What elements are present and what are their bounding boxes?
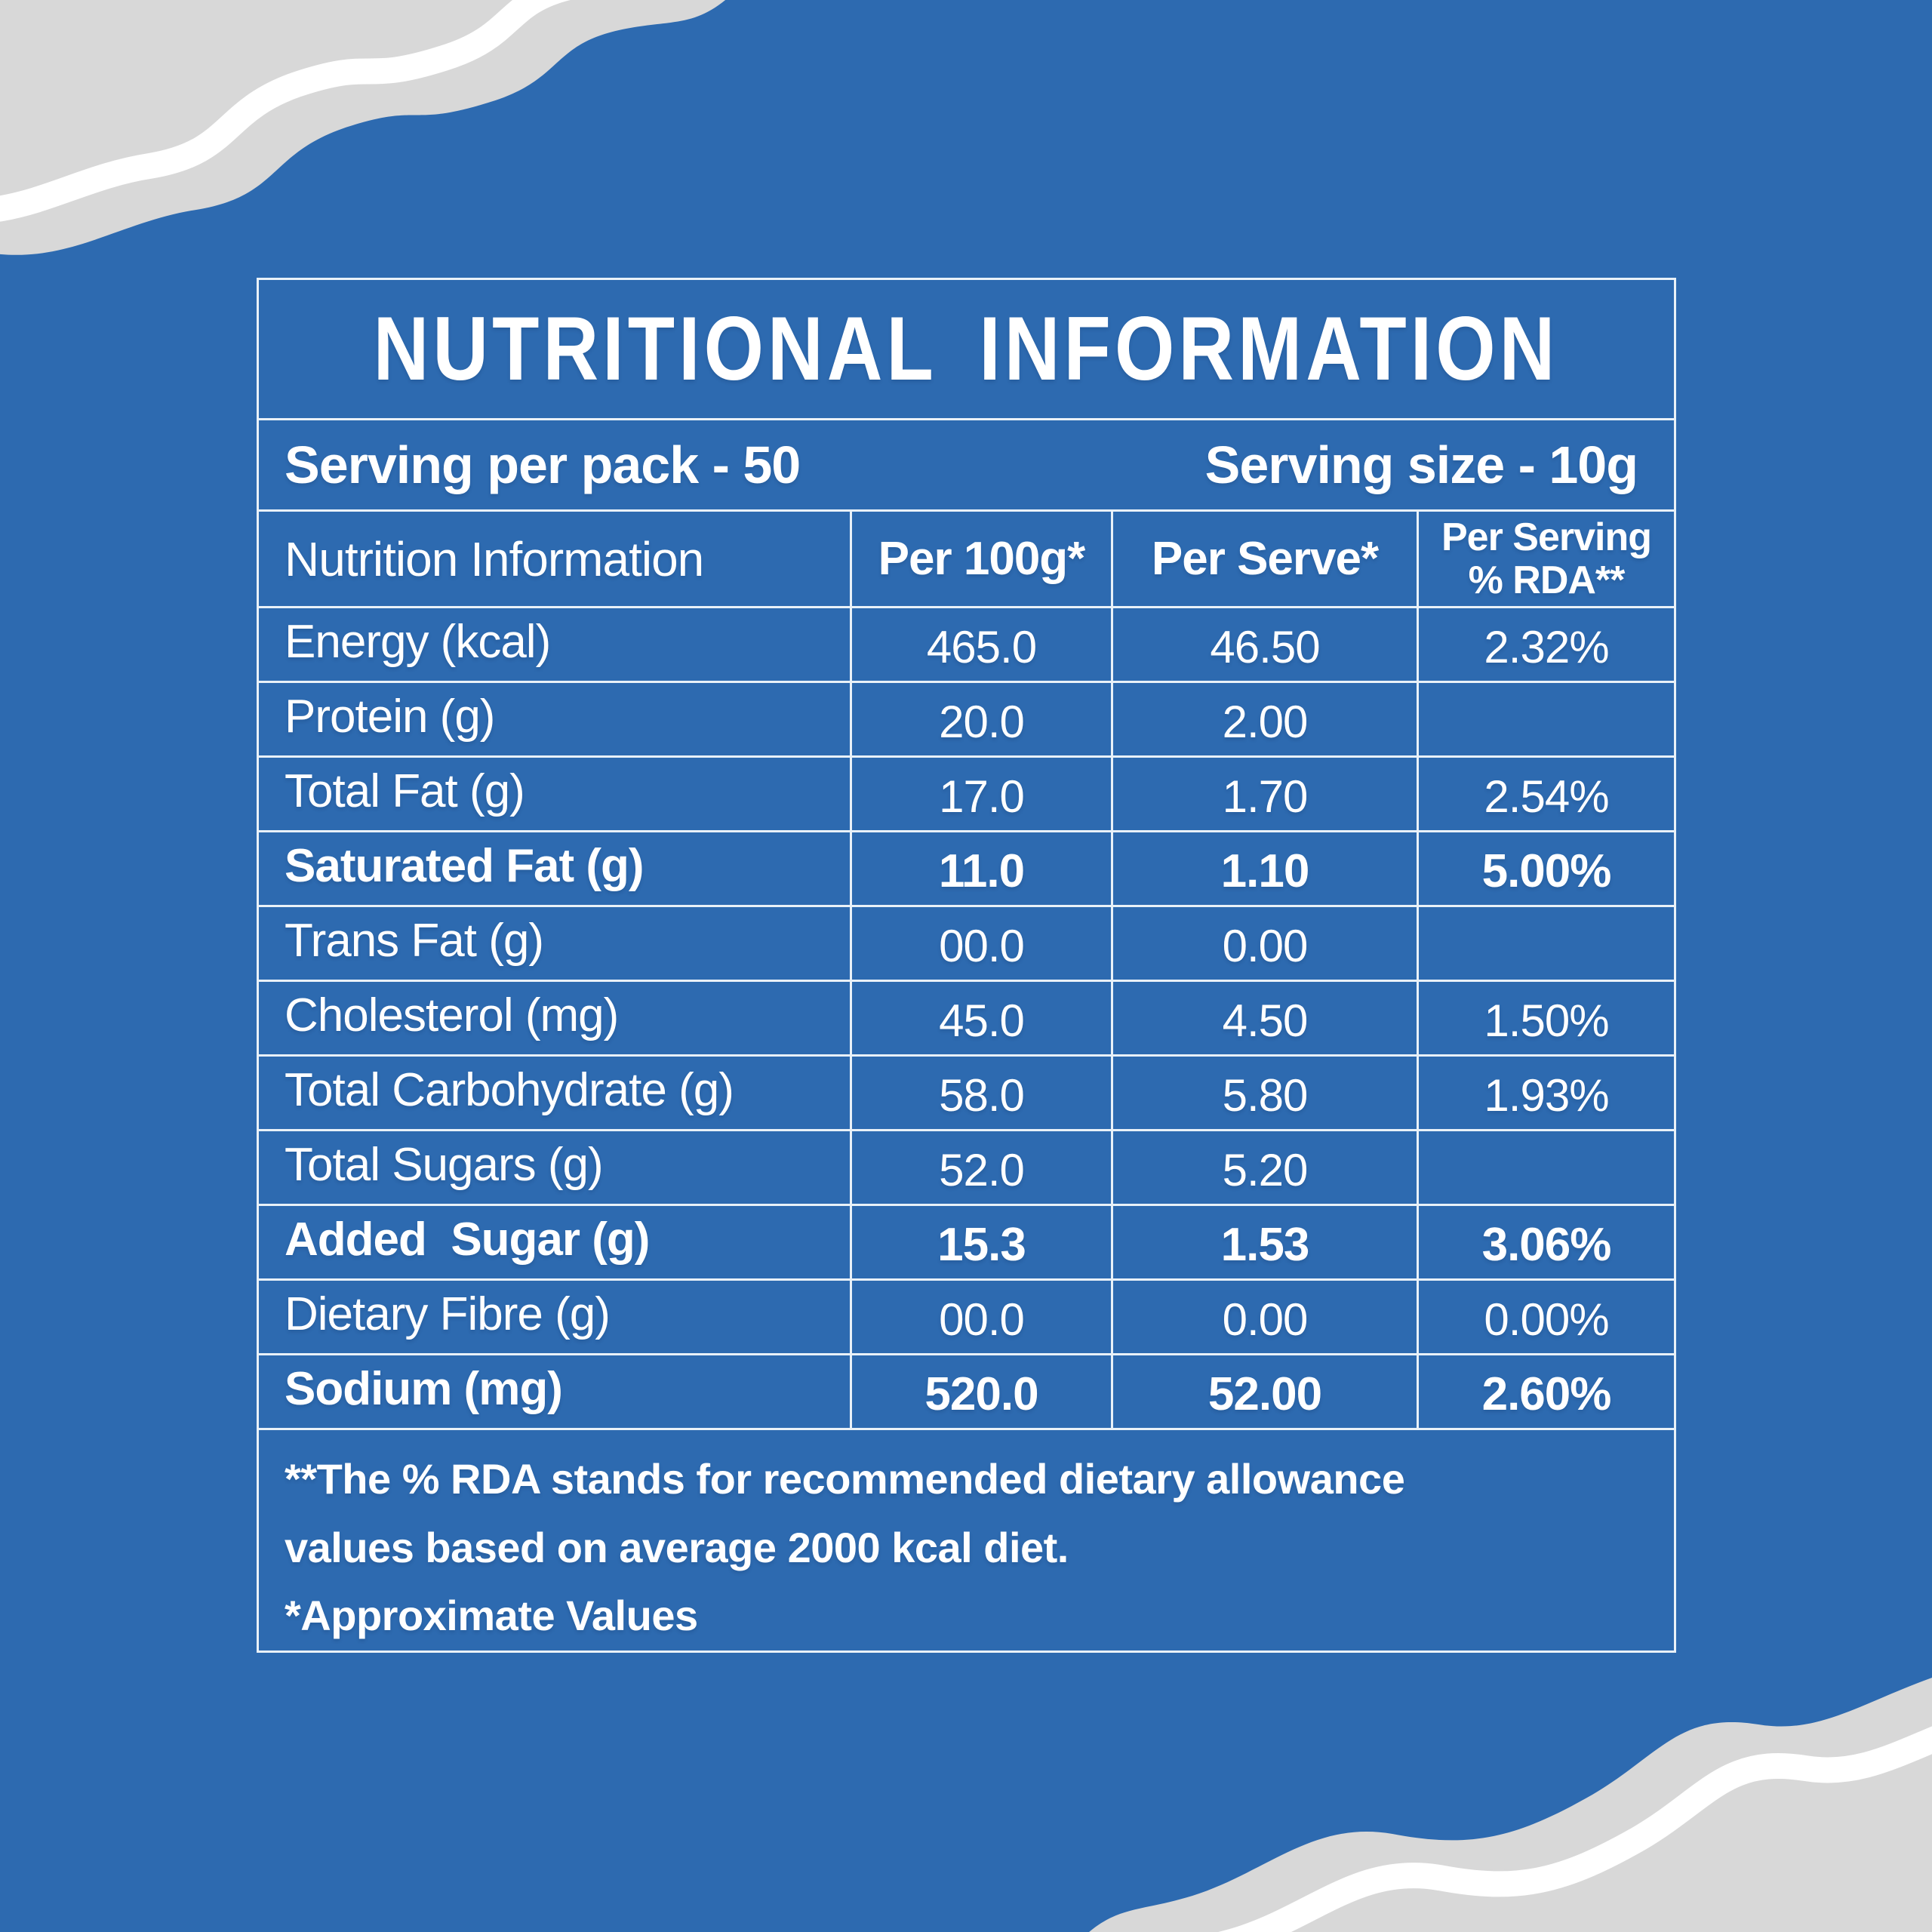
per-100g-value: 17.0	[850, 757, 1111, 830]
per-100g-value: 00.0	[850, 1280, 1111, 1353]
rda-value: 2.32%	[1417, 608, 1674, 681]
per-serve-value: 1.10	[1111, 832, 1417, 905]
footnote-rda-line-2: values based on average 2000 kcal diet.	[285, 1523, 1069, 1571]
table-row-total-fat: Total Fat (g) 17.0 1.70 2.54%	[259, 755, 1674, 830]
serving-info-row: Serving per pack - 50 Serving size - 10g	[259, 417, 1674, 510]
rda-value	[1417, 906, 1674, 980]
rda-value: 1.93%	[1417, 1056, 1674, 1129]
row-label: Total Carbohydrate (g)	[285, 1064, 734, 1117]
table-row-sodium: Sodium (mg) 520.0 52.00 2.60%	[259, 1352, 1674, 1428]
wave-top-left	[0, 0, 571, 222]
per-serve-value: 5.80	[1111, 1056, 1417, 1129]
footnotes: **The % RDA stands for recommended dieta…	[259, 1427, 1674, 1651]
table-row-total-carbohydrate: Total Carbohydrate (g) 58.0 5.80 1.93%	[259, 1054, 1674, 1129]
row-label: Sodium (mg)	[285, 1363, 563, 1416]
table-row-total-sugars: Total Sugars (g) 52.0 5.20	[259, 1128, 1674, 1204]
per-serve-value: 0.00	[1111, 906, 1417, 980]
per-100g-value: 58.0	[850, 1056, 1111, 1129]
per-serve-value: 1.53	[1111, 1205, 1417, 1278]
rda-value: 3.06%	[1417, 1205, 1674, 1278]
per-100g-value: 45.0	[850, 981, 1111, 1054]
footnote-rda-line-1: **The % RDA stands for recommended dieta…	[285, 1454, 1405, 1503]
rda-value: 0.00%	[1417, 1280, 1674, 1353]
nutrition-table: NUTRITIONAL INFORMATION Serving per pack…	[257, 278, 1676, 1653]
per-100g-value: 52.0	[850, 1131, 1111, 1204]
per-serve-value: 2.00	[1111, 682, 1417, 755]
footnote-approximate-values: *Approximate Values	[285, 1592, 698, 1640]
column-header-row: Nutrition Information Per 100g* Per Serv…	[259, 509, 1674, 606]
table-title: NUTRITIONAL INFORMATION	[374, 298, 1559, 400]
per-serve-value: 4.50	[1111, 981, 1417, 1054]
rda-value	[1417, 1131, 1674, 1204]
row-label: Total Fat (g)	[285, 765, 525, 818]
wave-bottom-right	[1218, 1726, 1932, 1932]
per-100g-value: 20.0	[850, 682, 1111, 755]
table-row-energy: Energy (kcal) 465.0 46.50 2.32%	[259, 605, 1674, 681]
serving-size: Serving size - 10g	[1204, 435, 1638, 494]
row-label: Protein (g)	[285, 691, 495, 743]
table-title-row: NUTRITIONAL INFORMATION	[259, 280, 1674, 418]
rda-value: 2.54%	[1417, 757, 1674, 830]
col-header-per-serve: Per Serve*	[1111, 512, 1417, 606]
col-header-per-serving-rda: Per Serving % RDA**	[1417, 512, 1674, 606]
row-label: Cholesterol (mg)	[285, 989, 619, 1042]
row-label: Total Sugars (g)	[285, 1139, 604, 1192]
per-serve-value: 52.00	[1111, 1355, 1417, 1428]
per-serve-value: 1.70	[1111, 757, 1417, 830]
per-serve-value: 5.20	[1111, 1131, 1417, 1204]
per-100g-value: 465.0	[850, 608, 1111, 681]
per-100g-value: 520.0	[850, 1355, 1111, 1428]
rda-value: 5.00%	[1417, 832, 1674, 905]
table-row-cholesterol: Cholesterol (mg) 45.0 4.50 1.50%	[259, 979, 1674, 1054]
table-row-added-sugar: Added Sugar (g) 15.3 1.53 3.06%	[259, 1203, 1674, 1278]
per-100g-value: 11.0	[850, 832, 1111, 905]
col-header-per-100g: Per 100g*	[850, 512, 1111, 606]
row-label: Trans Fat (g)	[285, 915, 544, 968]
row-label: Added Sugar (g)	[285, 1214, 650, 1266]
per-serve-value: 46.50	[1111, 608, 1417, 681]
per-100g-value: 00.0	[850, 906, 1111, 980]
table-row-dietary-fibre: Dietary Fibre (g) 00.0 0.00 0.00%	[259, 1278, 1674, 1353]
row-label: Saturated Fat (g)	[285, 840, 645, 893]
rda-value	[1417, 682, 1674, 755]
per-serve-value: 0.00	[1111, 1280, 1417, 1353]
table-row-saturated-fat: Saturated Fat (g) 11.0 1.10 5.00%	[259, 829, 1674, 905]
row-label: Energy (kcal)	[285, 616, 551, 669]
per-100g-value: 15.3	[850, 1205, 1111, 1278]
rda-value: 1.50%	[1417, 981, 1674, 1054]
table-row-protein: Protein (g) 20.0 2.00	[259, 680, 1674, 755]
table-row-trans-fat: Trans Fat (g) 00.0 0.00	[259, 904, 1674, 980]
col-header-nutrition-information: Nutrition Information	[285, 531, 704, 586]
serving-per-pack: Serving per pack - 50	[285, 435, 801, 494]
rda-value: 2.60%	[1417, 1355, 1674, 1428]
row-label: Dietary Fibre (g)	[285, 1288, 611, 1341]
